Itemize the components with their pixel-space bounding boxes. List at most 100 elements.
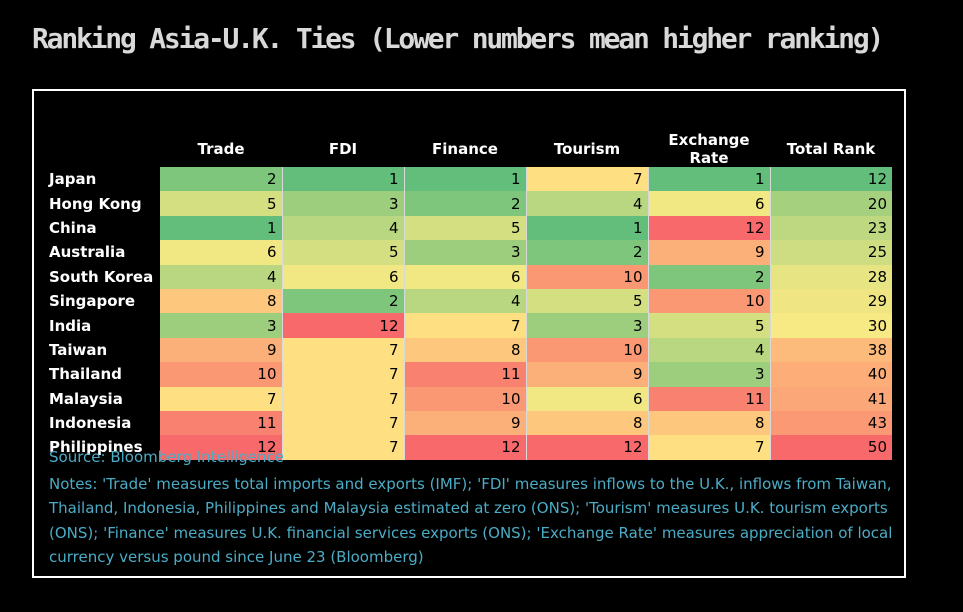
- corner-header: [46, 131, 160, 167]
- table-row: Hong Kong 5 3 2 4 6 20: [46, 191, 892, 216]
- table-cell: 11: [404, 362, 527, 387]
- table-cell: 4: [282, 215, 405, 241]
- table-cell: 6: [282, 264, 405, 289]
- table-cell: 7: [282, 386, 405, 411]
- table-cell: 4: [526, 191, 649, 216]
- table-row: China 1 4 5 1 12 23: [46, 215, 892, 241]
- table-cell: 50: [770, 435, 892, 460]
- chart-title: Ranking Asia-U.K. Ties (Lower numbers me…: [32, 22, 884, 55]
- ranking-table: Trade FDI Finance Tourism Exchange Rate Total…: [46, 131, 892, 460]
- table-cell: 11: [160, 410, 283, 436]
- table-cell: 12: [404, 435, 527, 460]
- table-cell: 2: [404, 191, 527, 216]
- table-cell: 38: [770, 337, 892, 363]
- table-cell: 7: [282, 435, 405, 460]
- table-cell: 29: [770, 288, 892, 314]
- table-row: Singapore 8 2 4 5 10 29: [46, 288, 892, 314]
- table-row: Philippines 12 7 12 12 7 50: [46, 435, 892, 460]
- table-cell: 12: [160, 435, 283, 460]
- row-label: Hong Kong: [49, 194, 142, 213]
- table-row: South Korea 4 6 6 10 2 28: [46, 264, 892, 289]
- table-row: Indonesia 11 7 9 8 8 43: [46, 410, 892, 436]
- table-cell: 9: [404, 410, 527, 436]
- table-cell: 7: [282, 410, 405, 436]
- table-cell: 7: [160, 386, 283, 411]
- table-cell: 5: [282, 240, 405, 265]
- table-cell: 1: [404, 167, 527, 192]
- table-cell: 3: [648, 362, 771, 387]
- table-cell: 28: [770, 264, 892, 289]
- table-cell: 43: [770, 410, 892, 436]
- table-row: Taiwan 9 7 8 10 4 38: [46, 337, 892, 363]
- table-cell: 12: [282, 313, 405, 338]
- table-row: Thailand 10 7 11 9 3 40: [46, 362, 892, 387]
- table-body: Japan 2 1 1 7 1 12 Hong Kong 5 3 2 4 6 20 China 1 4 5 1 12 2…: [46, 167, 892, 460]
- table-cell: 10: [648, 288, 771, 314]
- table-cell: 40: [770, 362, 892, 387]
- table-cell: 1: [526, 215, 649, 241]
- table-cell: 10: [526, 264, 649, 289]
- table-cell: 9: [648, 240, 771, 265]
- row-label: Singapore: [49, 292, 136, 311]
- row-label: Thailand: [49, 365, 122, 384]
- table-cell: 3: [160, 313, 283, 338]
- row-label: Malaysia: [49, 389, 123, 408]
- table-cell: 9: [160, 337, 283, 363]
- table-cell: 23: [770, 215, 892, 241]
- source-text: Source: Bloomberg Intelligence: [49, 448, 284, 466]
- table-cell: 2: [282, 288, 405, 314]
- column-header-fdi: FDI: [328, 140, 358, 158]
- table-cell: 2: [648, 264, 771, 289]
- header-row: Trade FDI Finance Tourism Exchange Rate Total…: [46, 131, 892, 167]
- table-cell: 4: [404, 288, 527, 314]
- table-cell: 4: [160, 264, 283, 289]
- table-cell: 25: [770, 240, 892, 265]
- row-label: Australia: [49, 243, 126, 262]
- table-cell: 3: [526, 313, 649, 338]
- column-header-trade: Trade: [197, 140, 245, 158]
- row-label: Philippines: [49, 438, 143, 457]
- table-cell: 8: [404, 337, 527, 363]
- table-cell: 10: [404, 386, 527, 411]
- table-cell: 2: [160, 167, 283, 192]
- table-cell: 6: [648, 191, 771, 216]
- table-cell: 7: [282, 337, 405, 363]
- table-cell: 1: [282, 167, 405, 192]
- table-cell: 9: [526, 362, 649, 387]
- table-cell: 1: [160, 215, 283, 241]
- column-header-exchange-rate: Exchange Rate: [668, 131, 750, 167]
- row-label: Taiwan: [49, 340, 108, 359]
- table-cell: 30: [770, 313, 892, 338]
- table-cell: 1: [648, 167, 771, 192]
- table-cell: 7: [282, 362, 405, 387]
- chart-panel: [32, 89, 906, 578]
- table-cell: 8: [648, 410, 771, 436]
- column-header-total-rank: Total Rank: [786, 140, 876, 158]
- table-cell: 20: [770, 191, 892, 216]
- table-cell: 3: [282, 191, 405, 216]
- table-cell: 5: [526, 288, 649, 314]
- table-cell: 8: [526, 410, 649, 436]
- row-label: South Korea: [49, 267, 154, 286]
- table-cell: 7: [404, 313, 527, 338]
- column-header-finance: Finance: [432, 140, 498, 158]
- table-cell: 10: [526, 337, 649, 363]
- column-header-tourism: Tourism: [553, 140, 621, 158]
- notes-text: Notes: 'Trade' measures total imports an…: [49, 475, 893, 567]
- table-cell: 12: [648, 215, 771, 241]
- table-cell: 6: [160, 240, 283, 265]
- table-cell: 12: [526, 435, 649, 460]
- table-cell: 6: [404, 264, 527, 289]
- table-cell: 41: [770, 386, 892, 411]
- table-cell: 10: [160, 362, 283, 387]
- table-cell: 4: [648, 337, 771, 363]
- table-row: Malaysia 7 7 10 6 11 41: [46, 386, 892, 411]
- table-cell: 7: [648, 435, 771, 460]
- table-cell: 2: [526, 240, 649, 265]
- table-row: India 3 12 7 3 5 30: [46, 313, 892, 338]
- table-cell: 6: [526, 386, 649, 411]
- table-cell: 3: [404, 240, 527, 265]
- table-cell: 5: [648, 313, 771, 338]
- table-cell: 12: [770, 167, 892, 192]
- table-cell: 11: [648, 386, 771, 411]
